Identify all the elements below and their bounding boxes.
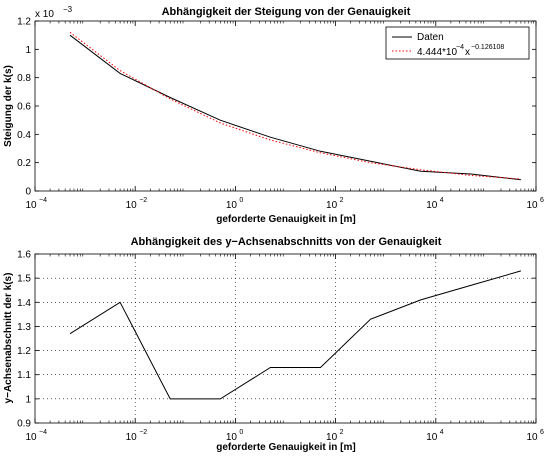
chart-bottom-x-ticks: 10 −4 10 −2 10 0 10 2 10 4 10 6 — [25, 254, 544, 443]
y-tick-label: 1.2 — [17, 17, 31, 28]
legend-box — [385, 26, 530, 60]
chart-bottom-series — [69, 270, 522, 400]
legend-fit-exp2: −0.126108 — [471, 44, 504, 51]
chart-bottom-title: Abhängigkeit des y−Achsenabschnitts von … — [131, 236, 442, 248]
chart-top-multiplier-label: x 10 — [35, 9, 54, 20]
y-tick-label: 1.5 — [17, 274, 31, 285]
x-tick-label-exponent: 2 — [340, 429, 344, 436]
chart-top-legend: Daten 4.444*10 −4 x −0.126108 — [385, 26, 530, 60]
series-line-1 — [69, 270, 522, 400]
chart-bottom-y-ticks: 0.9 1 1.1 1.2 1.3 1.4 1.5 1.6 — [17, 250, 536, 430]
y-tick-label: 0.2 — [17, 158, 31, 169]
chart-top-multiplier-exponent: −3 — [63, 5, 73, 14]
y-tick-label: 0.6 — [17, 102, 31, 113]
legend-fit-exp1: −4 — [456, 44, 464, 51]
chart-top-series — [69, 31, 521, 181]
x-tick-label-exponent: 0 — [239, 429, 243, 436]
x-tick-label-exponent: 2 — [340, 197, 344, 204]
x-tick-label: 10 — [126, 432, 138, 443]
series-line-2 — [69, 31, 521, 180]
chart-bottom-x-axis-label: geforderte Genauigkeit in [m] — [216, 442, 355, 453]
x-tick-label: 10 — [25, 200, 37, 211]
chart-bottom-y-axis-label: y−Achsenabschnitt der k(s) — [3, 273, 14, 404]
y-tick-label: 1.3 — [17, 322, 31, 333]
y-tick-label: 0.4 — [17, 130, 31, 141]
x-tick-label-exponent: 6 — [540, 197, 544, 204]
y-tick-label: 1 — [25, 45, 31, 56]
chart-top-x-axis-label: geforderte Genauigkeit in [m] — [216, 214, 355, 225]
x-tick-label: 10 — [526, 432, 538, 443]
legend-fit-mid: x — [465, 47, 470, 58]
x-tick-label-exponent: 4 — [440, 429, 444, 436]
x-tick-label-exponent: −2 — [139, 197, 147, 204]
x-tick-label: 10 — [426, 432, 438, 443]
x-tick-label: 10 — [426, 200, 438, 211]
x-tick-label: 10 — [526, 200, 538, 211]
x-tick-label-exponent: 6 — [540, 429, 544, 436]
x-tick-label: 10 — [25, 432, 37, 443]
chart-bottom-grid — [35, 254, 536, 423]
x-tick-label-exponent: −4 — [39, 197, 47, 204]
x-tick-label: 10 — [226, 200, 238, 211]
x-tick-label-exponent: −4 — [39, 429, 47, 436]
legend-label-fit: 4.444*10 −4 x −0.126108 — [417, 44, 504, 58]
x-tick-label: 10 — [126, 200, 138, 211]
y-tick-label: 0.9 — [17, 419, 31, 430]
x-tick-label-exponent: −2 — [139, 429, 147, 436]
chart-top-slope: Abhängigkeit der Steigung von der Genaui… — [3, 5, 544, 225]
y-tick-label: 1.2 — [17, 346, 31, 357]
y-tick-label: 1.6 — [17, 250, 31, 261]
chart-top-y-ticks: 0 0.2 0.4 0.6 0.8 1 1.2 — [17, 17, 536, 198]
y-tick-label: 1.1 — [17, 370, 31, 381]
x-tick-label-exponent: 0 — [239, 197, 243, 204]
y-tick-label: 1 — [25, 394, 31, 405]
y-tick-label: 0 — [25, 187, 31, 198]
y-tick-label: 0.8 — [17, 73, 31, 84]
series-line-1 — [69, 34, 521, 181]
chart-bottom-intercept: Abhängigkeit des y−Achsenabschnitts von … — [3, 236, 544, 453]
chart-bottom-axes-box — [34, 253, 537, 424]
chart-top-x-ticks: 10 −4 10 −2 10 0 10 2 10 4 10 6 — [25, 21, 544, 211]
x-tick-label: 10 — [326, 200, 338, 211]
x-tick-label: 10 — [226, 432, 238, 443]
chart-top-y-axis-label: Steigung der k(s) — [3, 65, 14, 147]
chart-top-multiplier: x 10 −3 — [35, 5, 73, 20]
legend-label-daten: Daten — [417, 32, 444, 43]
chart-top-title: Abhängigkeit der Steigung von der Genaui… — [162, 6, 411, 18]
x-tick-label-exponent: 4 — [440, 197, 444, 204]
y-tick-label: 1.4 — [17, 298, 31, 309]
x-tick-label: 10 — [326, 432, 338, 443]
legend-fit-base: 4.444*10 — [417, 47, 457, 58]
